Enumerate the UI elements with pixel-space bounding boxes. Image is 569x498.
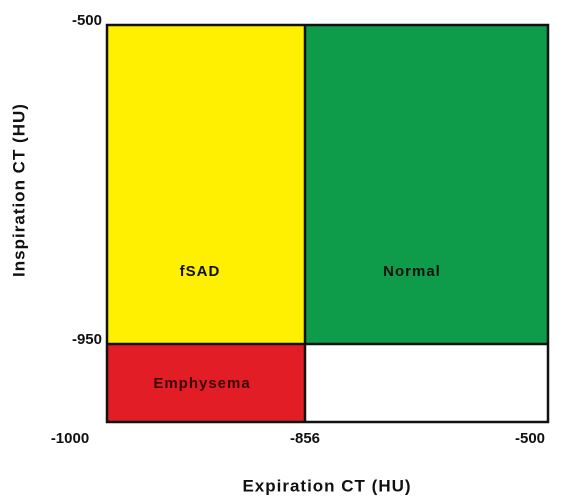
grid-lines [105,23,550,424]
x-tick-label: -1000 [51,430,89,447]
fsad-region [107,25,305,344]
normal-region [305,25,548,344]
x-axis-label: Expiration CT (HU) [242,476,411,495]
region-label: Normal [383,263,441,280]
x-tick-label: -856 [290,430,320,447]
empty-region [305,344,548,422]
region-label: Emphysema [153,375,250,392]
emphysema-region [107,344,305,422]
x-tick-label: -500 [515,430,545,447]
y-tick-label: -500 [72,12,102,29]
frame [105,23,550,424]
y-tick-label: -950 [72,331,102,348]
region-label: fSAD [180,263,221,280]
y-axis-label: Inspiration CT (HU) [9,103,28,277]
